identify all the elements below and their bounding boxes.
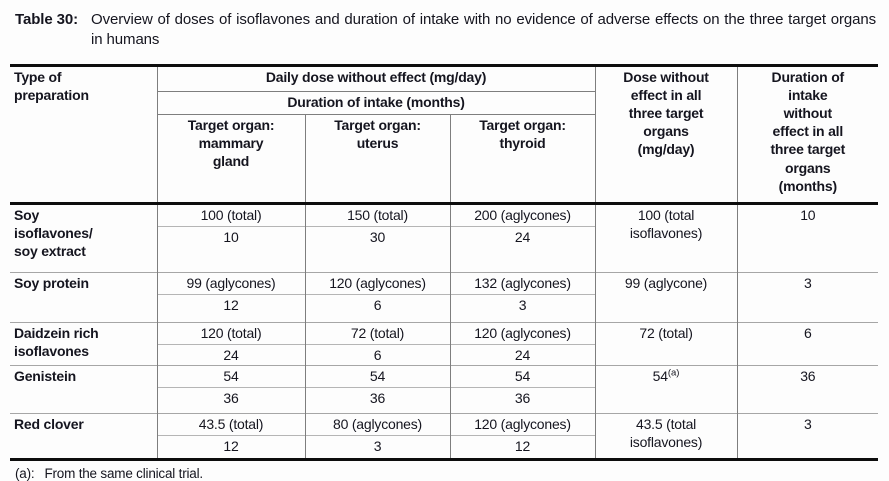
genistein-uterus-months: 36 (304, 386, 450, 414)
genistein-thyroid-months: 36 (449, 386, 596, 414)
genistein-mammary-dose: 54 (156, 364, 305, 388)
daidzein-all-months: 6 (736, 321, 879, 366)
genistein-mammary-months: 36 (156, 386, 305, 414)
footnote-text: From the same clinical trial. (44, 465, 203, 481)
header-target-organ-thyroid: Target organ: thyroid (449, 114, 596, 205)
row-red-clover-name: Red clover (10, 412, 157, 460)
header-duration-all-organs: Duration of intake without effect in all… (736, 65, 879, 205)
header-target-organ-mammary: Target organ: mammary gland (156, 114, 305, 205)
soy-isoflavones-mammary-dose: 100 (total) (156, 202, 305, 227)
red-clover-mammary-dose: 43.5 (total) (156, 412, 305, 436)
genistein-all-dose: 54(a) (594, 364, 738, 414)
daidzein-mammary-dose: 120 (total) (156, 321, 305, 345)
red-clover-mammary-months: 12 (156, 434, 305, 460)
soy-isoflavones-thyroid-months: 24 (449, 225, 596, 273)
red-clover-all-months: 3 (736, 412, 879, 460)
genistein-all-dose-value: 54 (652, 367, 668, 384)
daidzein-all-dose: 72 (total) (594, 321, 738, 366)
soy-protein-thyroid-months: 3 (449, 293, 596, 323)
soy-protein-mammary-dose: 99 (aglycones) (156, 271, 305, 295)
soy-protein-all-dose: 99 (aglycone) (594, 271, 738, 323)
header-dose-all-organs: Dose without effect in all three target … (594, 65, 738, 205)
soy-protein-mammary-months: 12 (156, 293, 305, 323)
soy-protein-uterus-months: 6 (304, 293, 450, 323)
genistein-uterus-dose: 54 (304, 364, 450, 388)
genistein-thyroid-dose: 54 (449, 364, 596, 388)
genistein-all-months: 36 (736, 364, 879, 414)
soy-isoflavones-mammary-months: 10 (156, 225, 305, 273)
row-soy-protein-name: Soy protein (10, 271, 157, 323)
daidzein-mammary-months: 24 (156, 343, 305, 366)
table-caption-label: Table 30: (15, 11, 79, 28)
soy-protein-uterus-dose: 120 (aglycones) (304, 271, 450, 295)
soy-isoflavones-uterus-months: 30 (304, 225, 450, 273)
red-clover-thyroid-dose: 120 (aglycones) (449, 412, 596, 436)
daidzein-thyroid-months: 24 (449, 343, 596, 366)
soy-protein-thyroid-dose: 132 (aglycones) (449, 271, 596, 295)
daidzein-uterus-dose: 72 (total) (304, 321, 450, 345)
table-footnote: (a): From the same clinical trial. (15, 466, 878, 481)
isoflavones-dose-table: Type of preparation Daily dose without e… (10, 63, 879, 461)
header-target-organ-uterus: Target organ: uterus (304, 114, 450, 205)
row-genistein-name: Genistein (10, 364, 157, 414)
genistein-footnote-marker: (a) (667, 366, 680, 378)
header-duration-of-intake: Duration of intake (months) (156, 91, 596, 115)
row-soy-isoflavones-name: Soy isoflavones/ soy extract (10, 202, 157, 273)
daidzein-uterus-months: 6 (304, 343, 450, 366)
soy-isoflavones-thyroid-dose: 200 (aglycones) (449, 202, 596, 227)
daidzein-thyroid-dose: 120 (aglycones) (449, 321, 596, 345)
red-clover-uterus-months: 3 (304, 434, 450, 460)
soy-protein-all-months: 3 (736, 271, 879, 323)
red-clover-uterus-dose: 80 (aglycones) (304, 412, 450, 436)
row-daidzein-name: Daidzein rich isoflavones (10, 321, 157, 366)
table-caption-text: Overview of doses of isoflavones and dur… (91, 11, 876, 48)
soy-isoflavones-uterus-dose: 150 (total) (304, 202, 450, 227)
footnote-marker: (a): (15, 465, 35, 481)
table-caption: Table 30: Overview of doses of isoflavon… (15, 10, 876, 50)
red-clover-thyroid-months: 12 (449, 434, 596, 460)
soy-isoflavones-all-dose: 100 (total isoflavones) (594, 202, 738, 273)
header-daily-dose: Daily dose without effect (mg/day) (156, 65, 596, 92)
soy-isoflavones-all-months: 10 (736, 202, 879, 273)
header-type-of-preparation: Type of preparation (10, 65, 157, 205)
red-clover-all-dose: 43.5 (total isoflavones) (594, 412, 738, 460)
